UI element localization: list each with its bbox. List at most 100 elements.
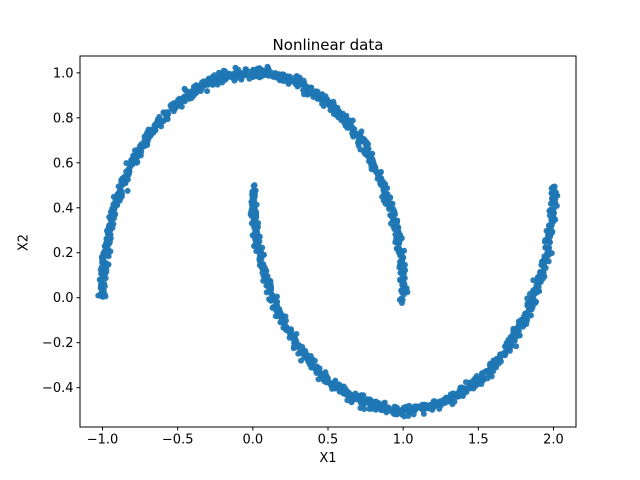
data-point bbox=[311, 357, 318, 364]
data-point bbox=[274, 298, 281, 305]
data-point bbox=[395, 244, 402, 251]
data-point bbox=[106, 234, 113, 241]
data-point bbox=[255, 245, 262, 252]
data-point bbox=[387, 194, 394, 201]
data-point bbox=[101, 243, 108, 250]
scatter-series-lower-moon bbox=[247, 182, 561, 420]
data-point bbox=[459, 392, 466, 399]
data-point bbox=[274, 293, 280, 300]
data-point bbox=[204, 88, 211, 95]
y-tick-label: −0.4 bbox=[42, 381, 74, 396]
data-point bbox=[540, 269, 547, 276]
data-point bbox=[251, 188, 258, 195]
data-point bbox=[513, 343, 520, 350]
data-point bbox=[386, 405, 393, 412]
data-point bbox=[215, 69, 222, 76]
data-point bbox=[469, 382, 476, 389]
data-point bbox=[368, 164, 375, 170]
data-point bbox=[393, 405, 400, 412]
x-axis-label: X1 bbox=[319, 451, 337, 466]
data-point bbox=[282, 317, 289, 324]
data-point bbox=[251, 217, 258, 224]
data-point bbox=[497, 355, 504, 362]
data-point bbox=[361, 405, 368, 412]
data-point bbox=[364, 396, 371, 403]
y-tick-label: 0.6 bbox=[53, 156, 74, 171]
data-point bbox=[105, 229, 112, 236]
data-point bbox=[105, 253, 112, 260]
data-point bbox=[170, 105, 177, 112]
data-point bbox=[420, 401, 427, 408]
data-point bbox=[209, 75, 216, 82]
data-point bbox=[125, 170, 132, 177]
data-point bbox=[396, 239, 403, 246]
data-point bbox=[456, 387, 463, 394]
scatter-series-upper-moon bbox=[95, 63, 411, 307]
data-point bbox=[260, 266, 267, 273]
data-point bbox=[398, 300, 405, 307]
x-tick-label: −1.0 bbox=[87, 433, 119, 448]
data-point bbox=[266, 279, 273, 286]
data-point bbox=[127, 162, 134, 169]
data-point bbox=[251, 182, 258, 189]
data-point bbox=[354, 139, 361, 146]
data-point bbox=[143, 131, 150, 138]
x-tick-label: 1.0 bbox=[393, 433, 414, 448]
data-point bbox=[478, 380, 485, 387]
data-point bbox=[283, 323, 290, 330]
data-point bbox=[301, 91, 308, 98]
data-point bbox=[360, 392, 367, 399]
data-point bbox=[98, 270, 105, 277]
y-tick-label: 0.8 bbox=[53, 111, 74, 126]
data-point bbox=[162, 111, 169, 118]
data-point bbox=[389, 200, 396, 207]
data-point bbox=[513, 333, 520, 340]
data-point bbox=[295, 344, 302, 351]
data-point bbox=[124, 187, 131, 194]
data-point bbox=[102, 275, 109, 282]
data-point bbox=[398, 257, 404, 264]
data-point bbox=[100, 249, 107, 256]
data-point bbox=[544, 244, 551, 251]
scatter-series bbox=[95, 63, 561, 420]
data-point bbox=[377, 180, 384, 187]
data-point bbox=[209, 81, 216, 88]
x-tick-label: 0.5 bbox=[318, 433, 339, 448]
data-point bbox=[98, 292, 105, 299]
data-point bbox=[515, 328, 522, 335]
data-point bbox=[232, 64, 239, 71]
x-axis: −1.0 −0.5 0.0 0.5 1.0 1.5 2.0 bbox=[87, 427, 564, 448]
data-point bbox=[315, 376, 322, 383]
data-point bbox=[276, 306, 283, 313]
data-point bbox=[451, 398, 458, 405]
data-point bbox=[548, 250, 555, 257]
y-tick-label: 0.0 bbox=[53, 291, 74, 306]
y-tick-label: 0.2 bbox=[53, 246, 74, 261]
data-point bbox=[398, 275, 405, 282]
chart-title: Nonlinear data bbox=[272, 36, 384, 54]
data-point bbox=[293, 73, 300, 80]
data-point bbox=[340, 383, 347, 390]
data-point bbox=[529, 296, 536, 303]
data-point bbox=[319, 92, 326, 99]
data-point bbox=[114, 197, 121, 204]
data-point bbox=[318, 100, 325, 107]
data-point bbox=[290, 345, 297, 352]
y-axis: 1.0 0.8 0.6 0.4 0.2 0.0 −0.2 −0.4 bbox=[42, 66, 80, 396]
data-point bbox=[156, 113, 163, 120]
y-tick-label: 0.4 bbox=[53, 201, 74, 216]
data-point bbox=[349, 131, 356, 138]
y-tick-label: 1.0 bbox=[53, 66, 74, 81]
data-point bbox=[188, 95, 195, 102]
data-point bbox=[390, 205, 397, 212]
y-axis-label: X2 bbox=[16, 233, 32, 252]
data-point bbox=[181, 85, 188, 92]
data-point bbox=[229, 72, 236, 79]
data-point bbox=[101, 280, 108, 287]
data-point bbox=[268, 297, 275, 304]
data-point bbox=[546, 207, 553, 214]
x-tick-label: 0.0 bbox=[243, 433, 264, 448]
data-point bbox=[266, 285, 273, 292]
